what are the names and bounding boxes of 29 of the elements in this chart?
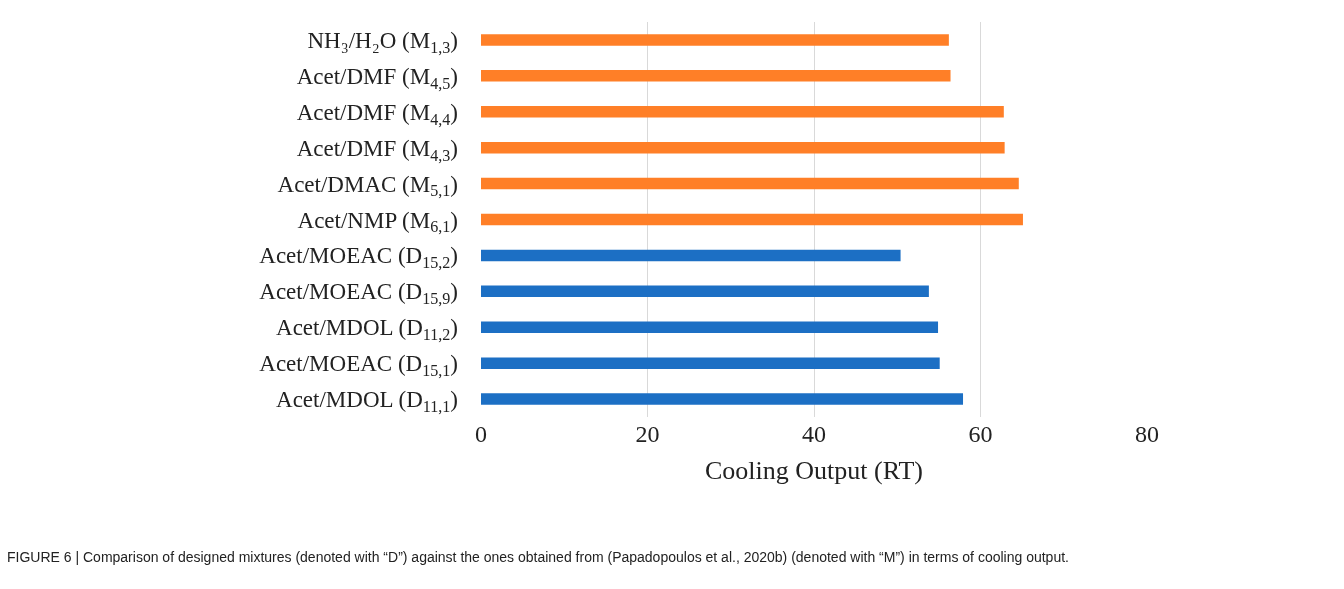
y-tick-label: Acet/MOEAC (D$_{15,2}$) [259, 243, 458, 272]
y-tick-label: Acet/DMF (M$_{4,3}$) [296, 135, 458, 164]
bar [481, 141, 1005, 154]
caption: FIGURE 6 | Comparison of designed mixtures (denoted with “D”) against the ones obtained from (Papadopoulos et al., 2020b) (denoted with “M”) in terms of cooling output. [7, 549, 1069, 565]
bar [481, 285, 929, 298]
x-tick-label: 80 [1135, 421, 1159, 447]
x-tick-label: 0 [475, 421, 487, 447]
y-tick-label: Acet/MDOL (D$_{11,2}$) [276, 315, 458, 344]
y-tick-label: NH₃/H₂O (M$_{1,3}$) [307, 28, 458, 56]
bar [481, 213, 1023, 226]
x-tick-label: 60 [968, 421, 993, 447]
y-tick-label: Acet/DMF (M$_{4,4}$) [296, 99, 458, 128]
y-tick-label: Acet/MOEAC (D$_{15,9}$) [259, 279, 458, 308]
y-tick-label: Acet/MOEAC (D$_{15,1}$) [259, 351, 458, 380]
x-tick-label: 20 [635, 421, 660, 447]
bar [481, 249, 901, 262]
y-tick-label: Acet/DMAC (M$_{5,1}$) [277, 171, 458, 200]
x-tick-label: 40 [802, 421, 826, 447]
bar [481, 393, 964, 405]
y-tick-label: Acet/DMF (M$_{4,5}$) [296, 63, 458, 92]
y-tick-label: Acet/MDOL (D$_{11,1}$) [276, 387, 458, 415]
bar [481, 106, 1004, 118]
bar [481, 177, 1019, 190]
bar [481, 34, 949, 46]
y-tick-label: Acet/NMP (M$_{6,1}$) [297, 207, 458, 236]
bar [481, 321, 939, 333]
bar [481, 70, 951, 82]
x-axis-title: Cooling Output (RT) [705, 455, 923, 485]
bar [481, 357, 940, 369]
